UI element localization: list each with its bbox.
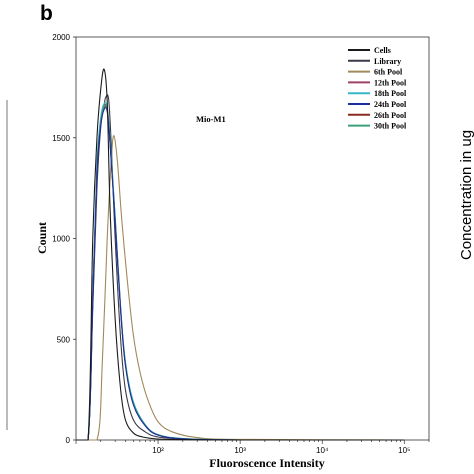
legend-label: 24th Pool: [374, 100, 407, 109]
x-tick-label: 10²: [152, 446, 164, 455]
x-tick-label: 10⁵: [398, 446, 410, 455]
series-layer: [76, 68, 405, 441]
series-line-library: [76, 94, 405, 441]
y-tick-label: 1000: [52, 235, 70, 244]
x-tick-label: 10³: [234, 446, 246, 455]
y-tick-label: 2000: [52, 33, 70, 42]
y-axis-ticks: 0 500 1000 1500 2000: [52, 33, 76, 445]
legend-label: 12th Pool: [374, 78, 407, 87]
sample-annotation: Mio-M1: [196, 114, 226, 124]
series-line-24th-pool: [76, 106, 405, 441]
series-line-6th-pool: [76, 135, 405, 441]
y-tick-label: 500: [57, 335, 71, 344]
series-line-cells: [76, 68, 405, 441]
legend-label: Library: [374, 57, 401, 66]
x-axis-ticks: 10² 10³ 10⁴ 10⁵: [75, 440, 430, 455]
legend-label: Cells: [374, 46, 391, 55]
legend-label: 6th Pool: [374, 68, 403, 77]
panel-letter: b: [40, 2, 53, 25]
y-tick-label: 1500: [52, 134, 70, 143]
y-tick-label: 0: [66, 436, 71, 445]
legend-label: 18th Pool: [374, 89, 407, 98]
x-axis-title: Fluoroscence Intensity: [209, 456, 324, 470]
legend-label: 26th Pool: [374, 111, 407, 120]
x-tick-label: 10⁴: [316, 446, 329, 455]
legend-label: 30th Pool: [374, 122, 407, 131]
y-axis-title: Count: [35, 222, 49, 254]
right-panel-axis-label: Concentration in ug: [458, 130, 474, 260]
